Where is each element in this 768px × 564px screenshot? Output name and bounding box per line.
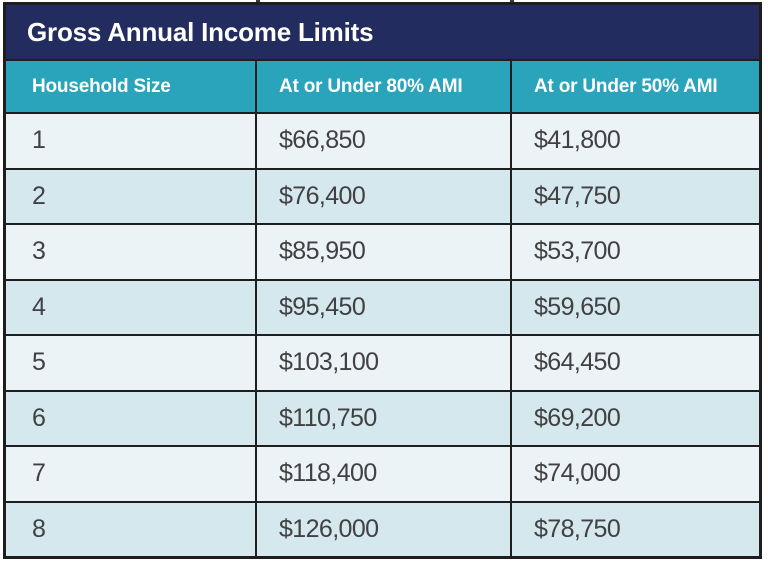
cell-80-ami: $126,000 xyxy=(257,502,512,556)
cropped-gridline-tick xyxy=(256,0,260,2)
income-limits-table: Gross Annual Income Limits Household Siz… xyxy=(3,2,762,559)
cell-80-ami: $110,750 xyxy=(257,391,512,445)
cell-50-ami: $53,700 xyxy=(534,237,621,266)
header-household-size: Household Size xyxy=(6,61,257,112)
cell-household-size: 3 xyxy=(6,225,257,279)
cell-household-size: 8 xyxy=(6,502,257,556)
table-title-bar: Gross Annual Income Limits xyxy=(6,5,759,61)
cell-80-ami: $103,100 xyxy=(257,336,512,390)
cell-50-ami: $47,750 xyxy=(534,181,621,210)
header-80-ami: At or Under 80% AMI xyxy=(257,61,512,112)
table-row: 3 $85,950 $53,700 xyxy=(6,225,759,281)
table-title: Gross Annual Income Limits xyxy=(27,16,374,47)
cell-50-ami: $69,200 xyxy=(534,403,621,432)
table-row: 8 $126,000 $78,750 xyxy=(6,502,759,556)
table-row: 2 $76,400 $47,750 xyxy=(6,169,759,225)
cell-50-ami: $78,750 xyxy=(534,514,621,543)
table-row: 5 $103,100 $64,450 xyxy=(6,336,759,392)
cell-50-ami: $64,450 xyxy=(534,348,621,377)
cell-household-size: 2 xyxy=(6,169,257,223)
cell-80-ami: $95,450 xyxy=(257,280,512,334)
cell-80-ami: $66,850 xyxy=(257,114,512,168)
cell-80-ami: $118,400 xyxy=(257,447,512,501)
header-50-ami: At or Under 50% AMI xyxy=(534,75,718,97)
cropped-gridline-tick xyxy=(510,0,514,2)
cell-50-ami: $59,650 xyxy=(534,292,621,321)
cell-household-size: 1 xyxy=(6,114,257,168)
cell-80-ami: $76,400 xyxy=(257,169,512,223)
cell-80-ami: $85,950 xyxy=(257,225,512,279)
table-row: 7 $118,400 $74,000 xyxy=(6,447,759,503)
table-row: 6 $110,750 $69,200 xyxy=(6,391,759,447)
cell-household-size: 4 xyxy=(6,280,257,334)
table-row: 1 $66,850 $41,800 xyxy=(6,114,759,170)
cell-50-ami: $41,800 xyxy=(534,126,621,155)
cell-household-size: 7 xyxy=(6,447,257,501)
table-row: 4 $95,450 $59,650 xyxy=(6,280,759,336)
cell-50-ami: $74,000 xyxy=(534,459,621,488)
table-header-row: Household Size At or Under 80% AMI At or… xyxy=(6,61,759,114)
cell-household-size: 5 xyxy=(6,336,257,390)
cell-household-size: 6 xyxy=(6,391,257,445)
